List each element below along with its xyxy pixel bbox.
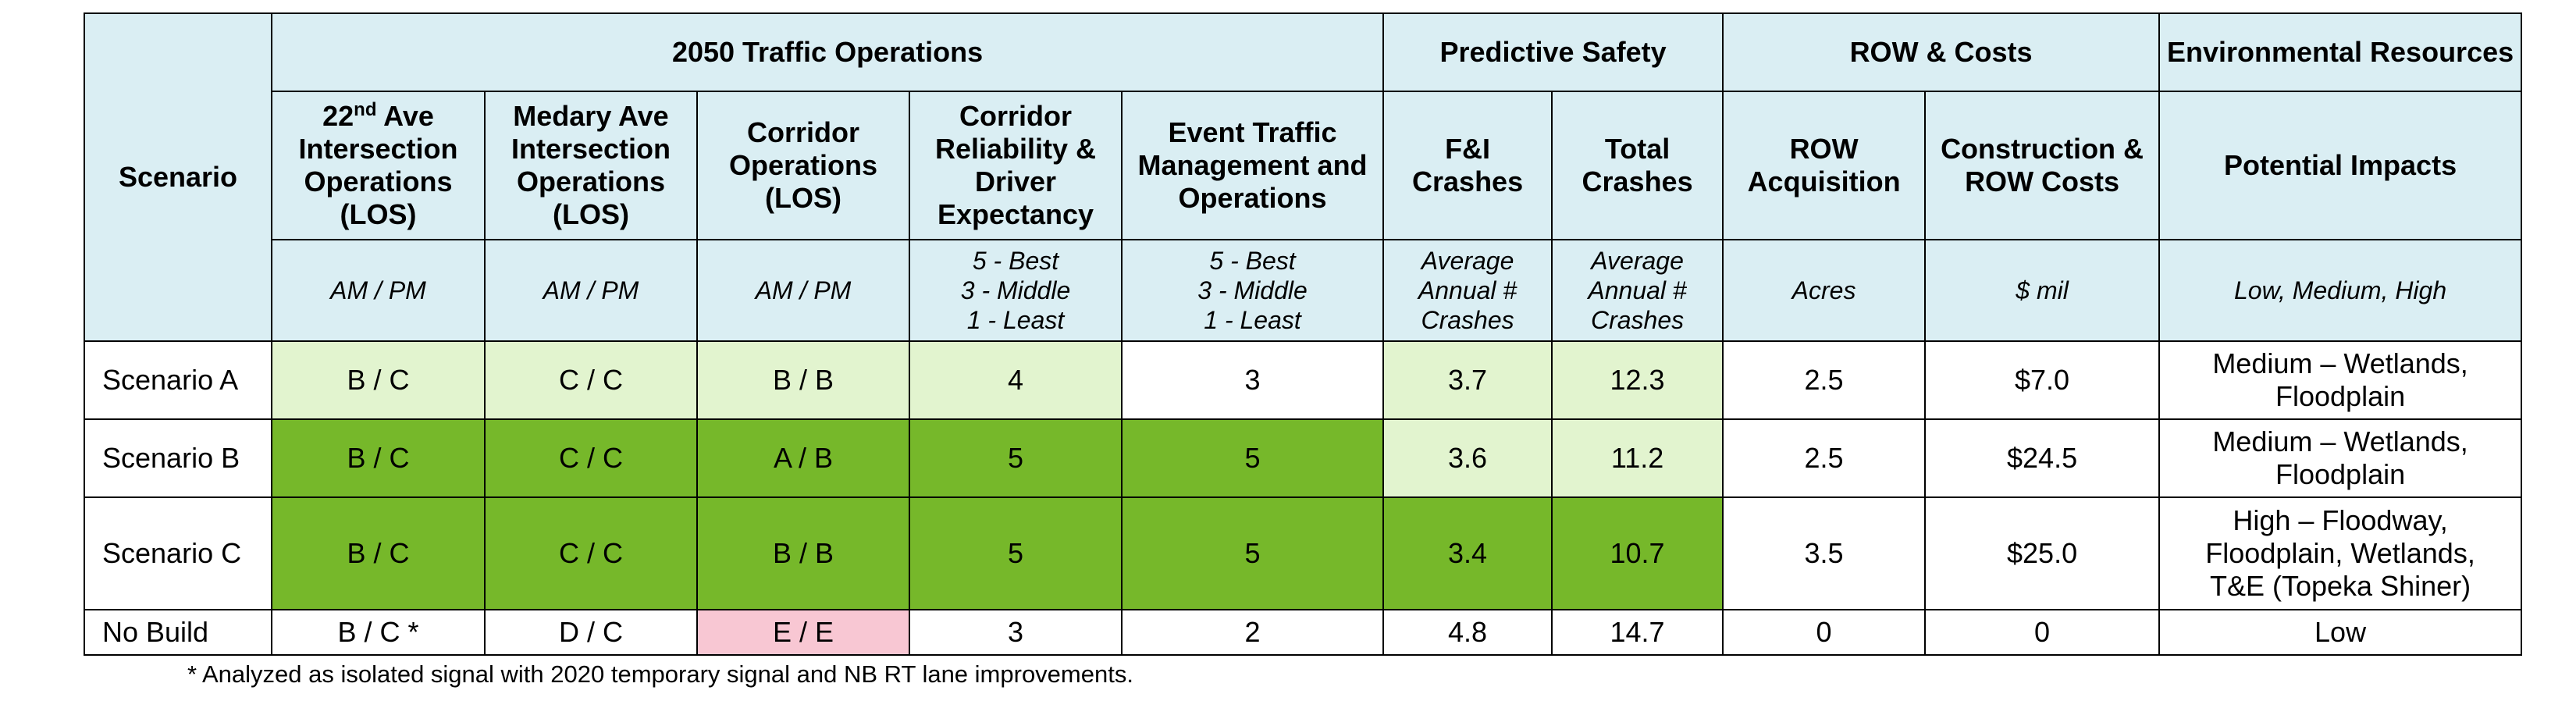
table-cell: 4: [909, 340, 1123, 420]
table-cell: 14.7: [1551, 609, 1724, 656]
col-row-acquisition: ROW Acquisition: [1722, 91, 1927, 240]
col-fi-crashes: F&I Crashes: [1382, 91, 1553, 240]
table-cell: D / C: [484, 609, 698, 656]
col-corridor-reliability: Corridor Reliability & Driver Expectancy: [909, 91, 1123, 240]
table-cell: 0: [1722, 609, 1927, 656]
impacts-cell: High – Floodway, Floodplain, Wetlands, T&E…: [2158, 496, 2523, 610]
row-costs-group-header: ROW & Costs: [1722, 12, 2161, 92]
table-cell: B / B: [696, 340, 910, 420]
col-potential-impacts: Potential Impacts: [2158, 91, 2523, 240]
footnote: * Analyzed as isolated signal with 2020 …: [187, 660, 1133, 688]
unit-construction-costs: $ mil: [1924, 239, 2161, 342]
table-cell: B / C: [271, 496, 486, 610]
impacts-cell: Medium – Wetlands, Floodplain: [2158, 340, 2523, 420]
table-cell: 0: [1924, 609, 2161, 656]
table-cell: 5: [909, 496, 1123, 610]
table-cell: $24.5: [1924, 418, 2161, 498]
table-cell: $25.0: [1924, 496, 2161, 610]
impacts-cell: Medium – Wetlands, Floodplain: [2158, 418, 2523, 498]
table-cell: B / C: [271, 340, 486, 420]
table-cell: 5: [909, 418, 1123, 498]
row-label: Scenario B: [84, 418, 272, 498]
table-cell: 2: [1120, 609, 1385, 656]
table-cell: C / C: [484, 418, 698, 498]
unit-22nd-ave: AM / PM: [271, 239, 486, 342]
col-event-traffic: Event Traffic Management and Operations: [1120, 91, 1385, 240]
table-cell: 3.7: [1382, 340, 1553, 420]
environmental-resources-group-header: Environmental Resources: [2158, 12, 2523, 92]
col-construction-costs: Construction & ROW Costs: [1924, 91, 2161, 240]
unit-fi-crashes: Average Annual # Crashes: [1382, 239, 1553, 342]
unit-total-crashes: Average Annual # Crashes: [1551, 239, 1724, 342]
col-medary-ave-operations: Medary Ave Intersection Operations (LOS): [484, 91, 698, 240]
table-cell: 3.6: [1382, 418, 1553, 498]
table-cell: B / C: [271, 418, 486, 498]
table-cell: C / C: [484, 496, 698, 610]
col-22nd-ave-operations: 22nd Ave Intersection Operations (LOS): [271, 91, 486, 240]
table-row: Scenario A B / C C / C B / B 4 3 3.7 12.…: [84, 340, 2523, 420]
table-cell: 5: [1120, 496, 1385, 610]
table-cell: E / E: [696, 609, 910, 656]
table-cell: 4.8: [1382, 609, 1553, 656]
table-cell: A / B: [696, 418, 910, 498]
table-cell: 2.5: [1722, 340, 1927, 420]
table-cell: 12.3: [1551, 340, 1724, 420]
table-row: No Build B / C * D / C E / E 3 2 4.8 14.…: [84, 609, 2523, 656]
table-cell: 3.4: [1382, 496, 1553, 610]
unit-medary-ave: AM / PM: [484, 239, 698, 342]
row-label: Scenario C: [84, 496, 272, 610]
table-cell: C / C: [484, 340, 698, 420]
table-cell: B / C *: [271, 609, 486, 656]
table-row: Scenario B B / C C / C A / B 5 5 3.6 11.…: [84, 418, 2523, 498]
scenario-header: Scenario: [84, 12, 272, 342]
traffic-operations-group-header: 2050 Traffic Operations: [270, 12, 1385, 92]
evaluation-matrix-table: Scenario 2050 Traffic Operations Predict…: [84, 12, 2523, 656]
table-cell: 3: [909, 609, 1123, 656]
unit-potential-impacts: Low, Medium, High: [2158, 239, 2523, 342]
unit-corridor-operations: AM / PM: [696, 239, 910, 342]
col-total-crashes: Total Crashes: [1551, 91, 1724, 240]
unit-row-acquisition: Acres: [1722, 239, 1927, 342]
table-cell: $7.0: [1924, 340, 2161, 420]
table-cell: 5: [1120, 418, 1385, 498]
table-cell: 3: [1120, 340, 1385, 420]
row-label: No Build: [84, 609, 272, 656]
unit-event-traffic: 5 - Best 3 - Middle 1 - Least: [1120, 239, 1385, 342]
table-cell: B / B: [696, 496, 910, 610]
impacts-cell: Low: [2158, 609, 2523, 656]
table-cell: 2.5: [1722, 418, 1927, 498]
predictive-safety-group-header: Predictive Safety: [1382, 12, 1724, 92]
unit-corridor-reliability: 5 - Best 3 - Middle 1 - Least: [909, 239, 1123, 342]
table-cell: 11.2: [1551, 418, 1724, 498]
table-row: Scenario C B / C C / C B / B 5 5 3.4 10.…: [84, 496, 2523, 610]
table-cell: 10.7: [1551, 496, 1724, 610]
table-cell: 3.5: [1722, 496, 1927, 610]
row-label: Scenario A: [84, 340, 272, 420]
col-corridor-operations: Corridor Operations (LOS): [696, 91, 910, 240]
